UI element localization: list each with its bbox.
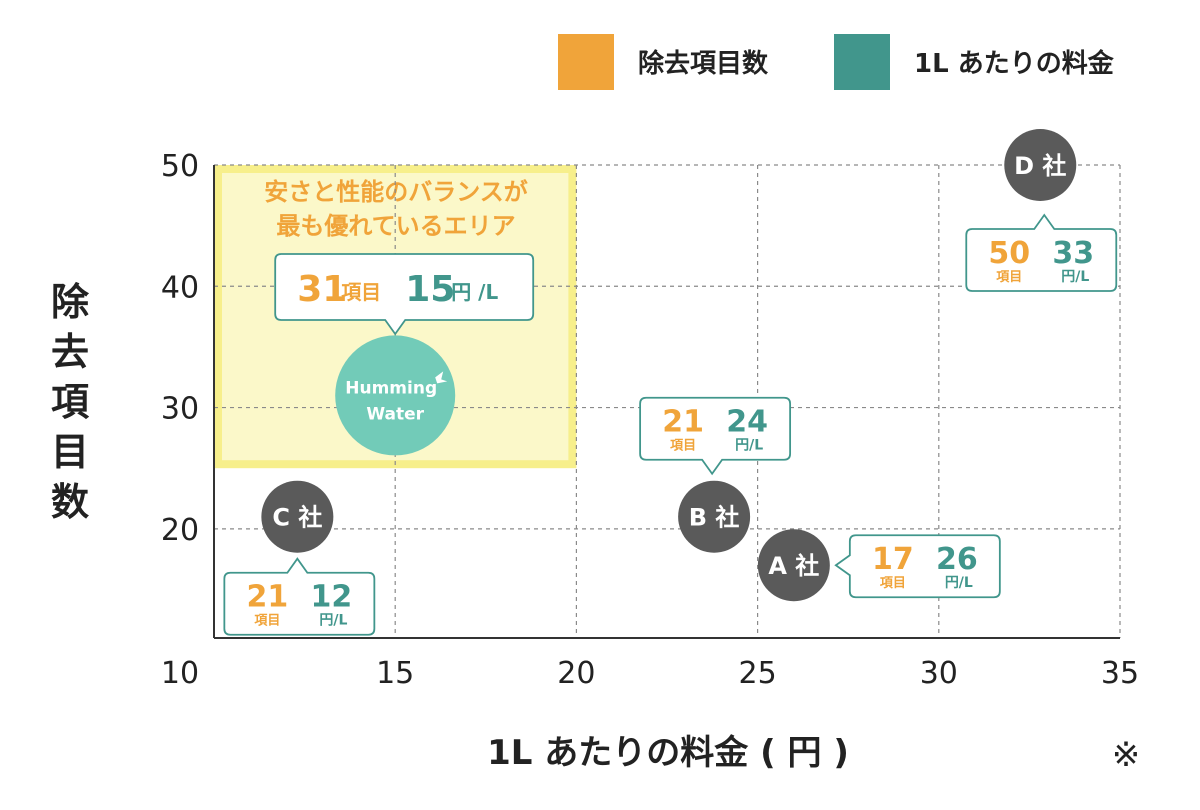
items-value: 50 xyxy=(988,236,1030,271)
price-unit: 円/L xyxy=(1061,269,1089,285)
items-value: 21 xyxy=(662,405,704,440)
x-tick-label: 25 xyxy=(739,656,777,691)
y-axis-title-char: 除 xyxy=(51,280,90,324)
x-tick-label: 15 xyxy=(376,656,414,691)
x-axis-title: 1L あたりの料金 ( 円 ) xyxy=(487,733,849,773)
company-name: D 社 xyxy=(1014,152,1066,180)
x-tick-labels: 10 15 20 25 30 35 xyxy=(161,656,1139,691)
legend: 除去項目数 1L あたりの料金 xyxy=(558,34,1115,90)
highlight-label-line2: 最も優れているエリア xyxy=(276,212,515,240)
y-tick-label: 50 xyxy=(161,149,199,184)
company-name: C 社 xyxy=(272,504,322,532)
items-unit: 項目 xyxy=(996,270,1022,285)
y-axis-title-char: 数 xyxy=(51,480,89,524)
items-unit: 項目 xyxy=(670,439,696,454)
price-value: 24 xyxy=(726,405,768,440)
bird-icon xyxy=(435,371,448,384)
company-marker xyxy=(678,480,751,553)
price-unit: 円/L xyxy=(945,575,973,591)
company-marker xyxy=(757,529,830,602)
y-axis-title: 除去項目数 xyxy=(51,280,90,524)
y-axis-title-char: 目 xyxy=(51,430,89,474)
items-value: 17 xyxy=(872,542,914,577)
brand-logo-line1: Humming xyxy=(345,378,437,398)
y-tick-labels: 20 30 40 50 xyxy=(161,149,199,548)
price-unit: 円 /L xyxy=(451,280,498,304)
callout-box xyxy=(965,213,1118,292)
legend-label-items: 除去項目数 xyxy=(638,48,769,79)
axes xyxy=(213,165,1120,639)
company-marker xyxy=(261,480,334,553)
company-name: B 社 xyxy=(689,504,740,532)
x-tick-label: 20 xyxy=(557,656,595,691)
price-unit: 円/L xyxy=(735,438,763,454)
company-marker xyxy=(1004,129,1077,201)
items-value: 21 xyxy=(246,580,288,615)
items-unit: 項目 xyxy=(254,614,280,629)
price-value: 26 xyxy=(936,542,978,577)
brand-marker xyxy=(335,335,456,456)
callout-box xyxy=(223,557,376,636)
legend-swatch-price xyxy=(834,34,890,90)
y-axis-title-char: 項 xyxy=(51,380,90,424)
footnote-mark: ※ xyxy=(1112,735,1141,775)
callout-box xyxy=(834,534,1001,599)
x-tick-label: 10 xyxy=(161,656,199,691)
company-name: A 社 xyxy=(768,552,819,580)
price-value: 12 xyxy=(310,580,352,615)
price-value: 15 xyxy=(405,269,455,310)
y-tick-label: 40 xyxy=(161,270,199,305)
legend-swatch-items xyxy=(558,34,614,90)
callout-box xyxy=(274,253,535,336)
y-axis-title-char: 去 xyxy=(51,330,89,374)
items-value: 31 xyxy=(297,269,347,310)
items-unit: 項目 xyxy=(341,280,381,304)
brand-logo-line2: Water xyxy=(366,404,424,424)
highlight-label-line1: 安さと性能のバランスが xyxy=(264,178,528,206)
x-tick-label: 30 xyxy=(920,656,958,691)
x-tick-label: 35 xyxy=(1101,656,1139,691)
callout-box xyxy=(639,396,792,476)
items-unit: 項目 xyxy=(880,576,906,591)
legend-label-price: 1L あたりの料金 xyxy=(914,48,1115,79)
y-tick-label: 30 xyxy=(161,392,199,427)
y-tick-label: 20 xyxy=(161,513,199,548)
price-unit: 円/L xyxy=(319,613,347,629)
price-value: 33 xyxy=(1052,236,1094,271)
